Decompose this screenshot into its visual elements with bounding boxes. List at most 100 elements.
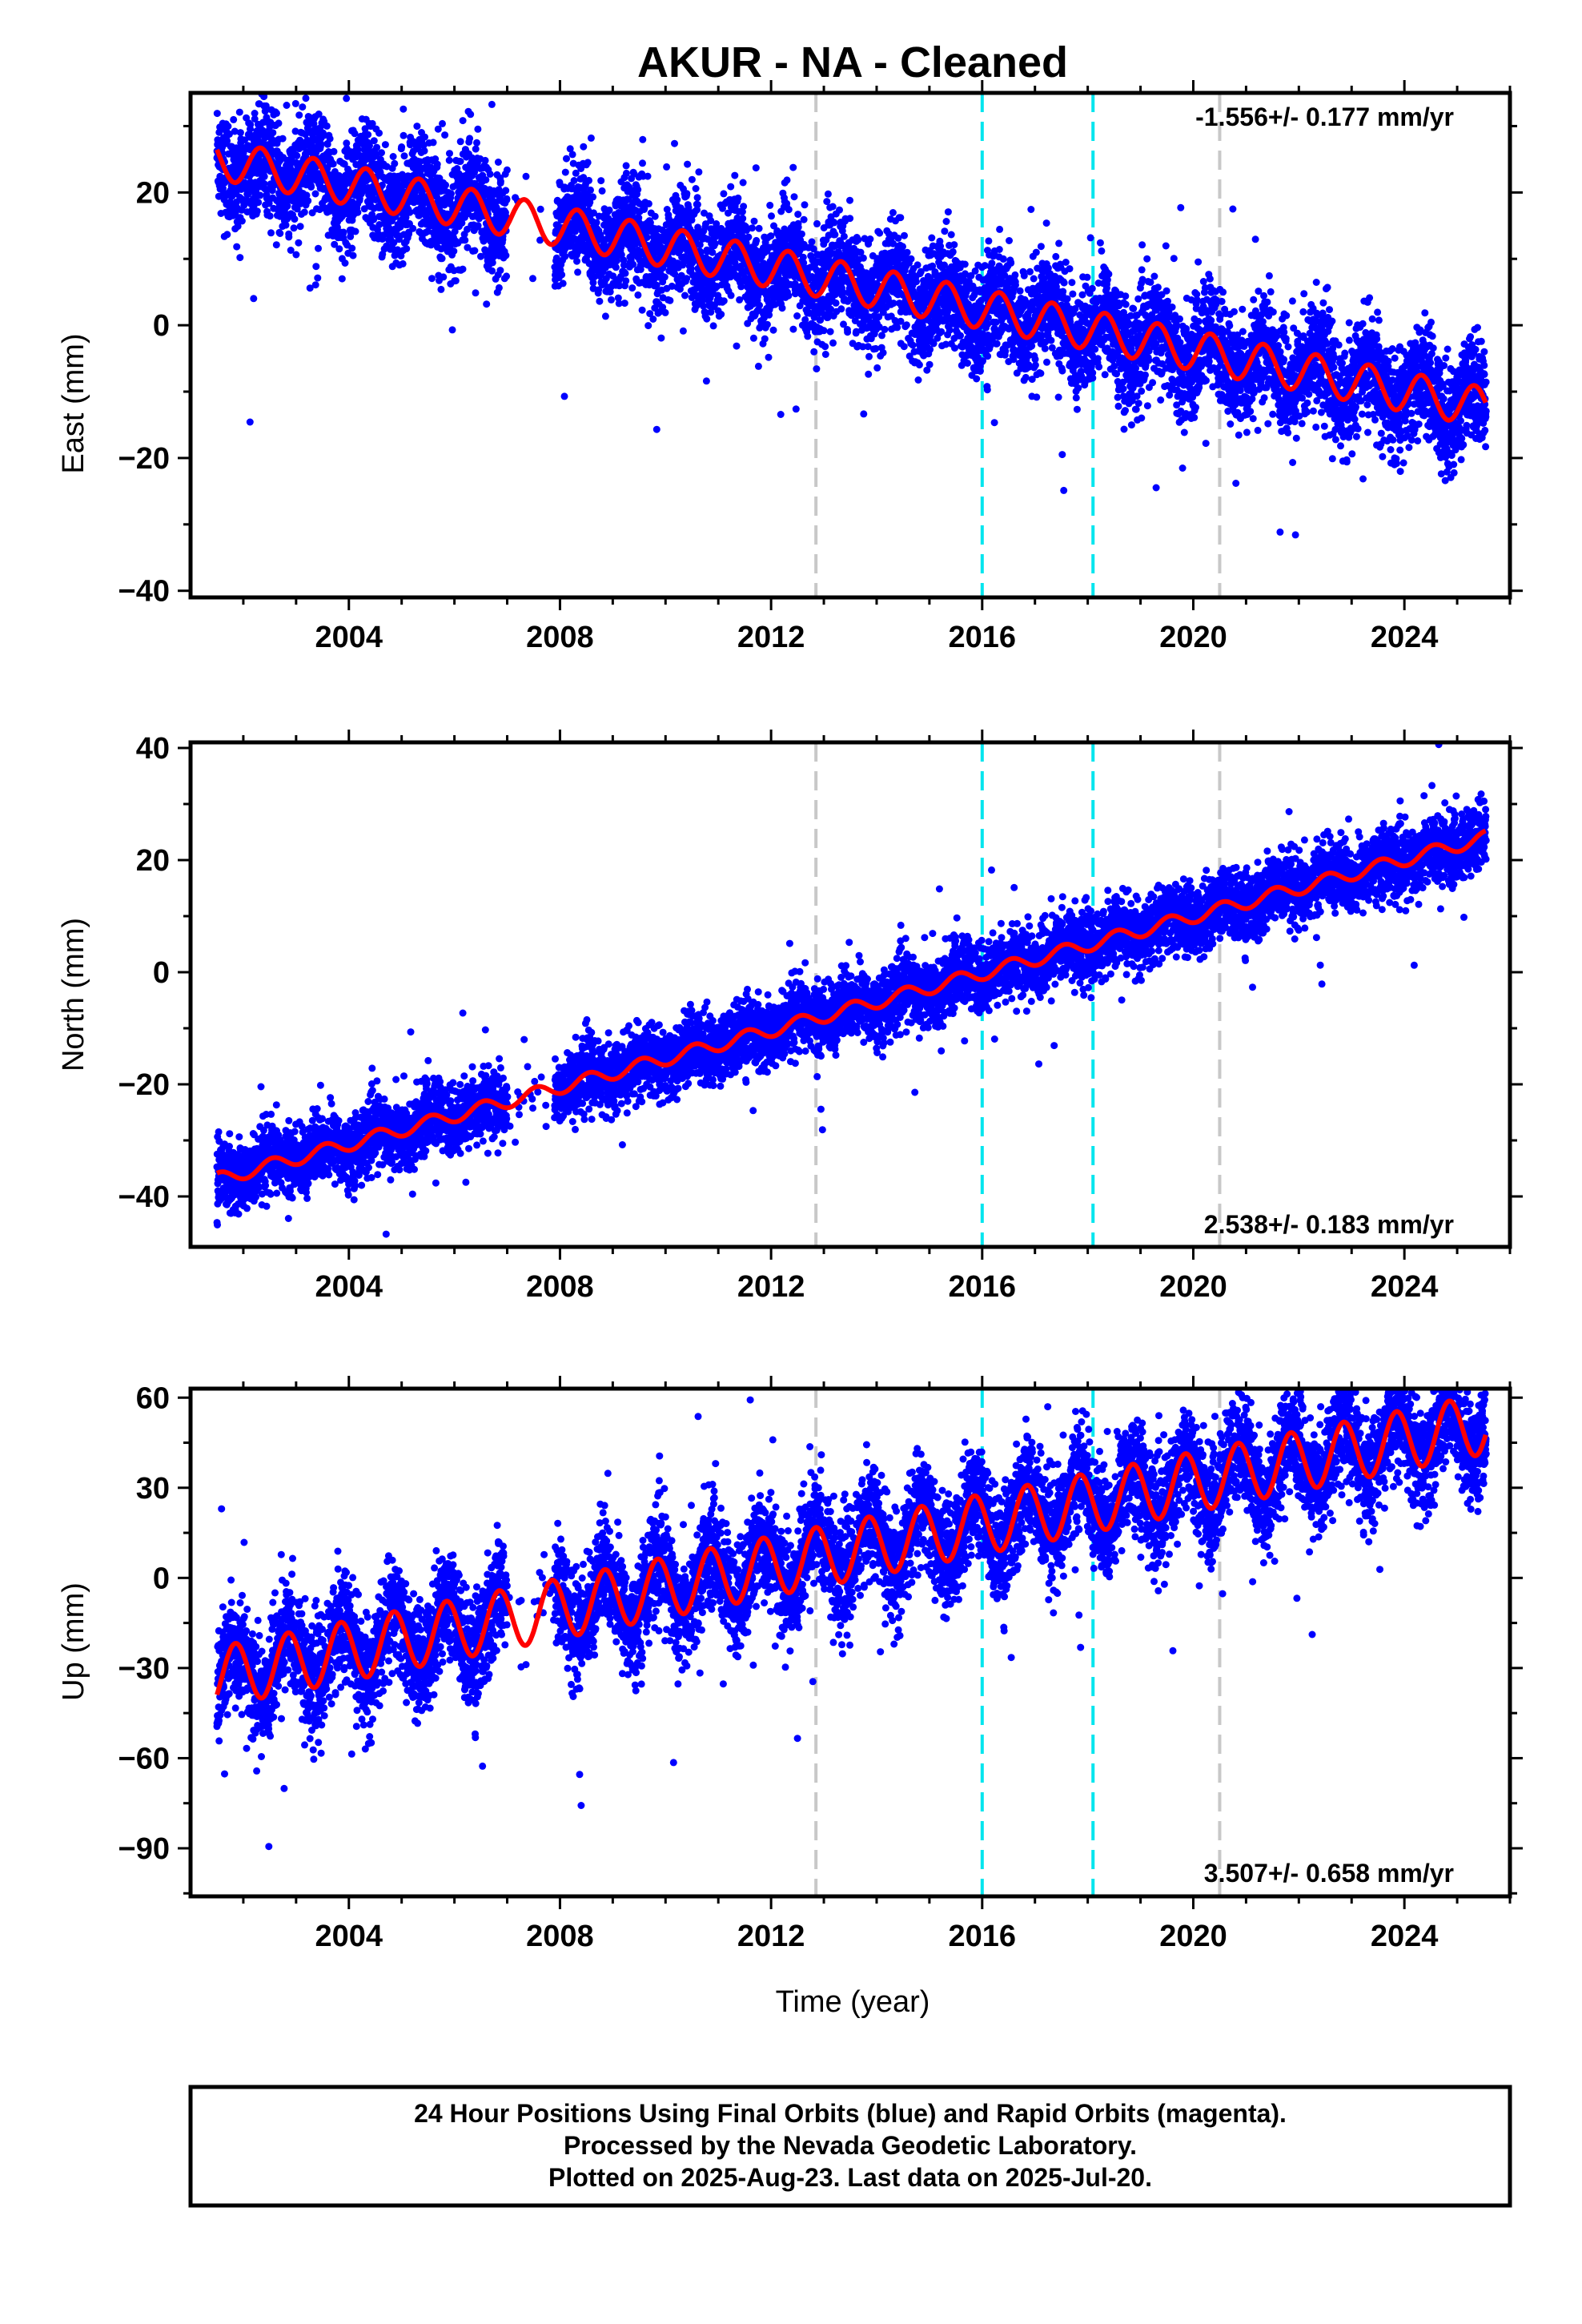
data-point	[283, 102, 291, 109]
data-point	[928, 234, 936, 242]
data-point	[495, 283, 503, 292]
data-point	[749, 224, 756, 232]
data-point	[224, 123, 232, 131]
data-point	[291, 99, 299, 107]
data-point	[424, 227, 432, 235]
data-point	[461, 236, 469, 244]
data-point	[946, 326, 954, 334]
data-point	[314, 274, 322, 282]
data-point	[702, 377, 710, 385]
data-point	[865, 352, 873, 360]
data-point	[312, 263, 320, 271]
data-point	[957, 332, 964, 340]
data-point	[262, 102, 270, 110]
data-point	[914, 376, 922, 384]
data-point	[293, 205, 301, 213]
data-point	[429, 139, 437, 147]
data-point	[311, 190, 319, 198]
data-point	[765, 353, 773, 361]
data-point	[860, 410, 868, 418]
data-point	[250, 295, 258, 303]
data-point	[238, 217, 246, 225]
data-point	[679, 327, 687, 335]
data-point	[445, 156, 453, 164]
data-point	[315, 244, 322, 252]
data-point	[766, 201, 774, 209]
data-point	[622, 277, 630, 285]
data-point	[251, 110, 259, 117]
data-point	[589, 193, 597, 201]
data-point	[596, 297, 604, 305]
data-point	[231, 127, 239, 135]
data-point	[287, 247, 295, 254]
data-point	[340, 160, 348, 168]
data-point	[733, 342, 741, 350]
data-point	[761, 335, 769, 343]
data-point	[605, 206, 613, 214]
data-point	[563, 155, 570, 163]
data-point	[639, 135, 647, 143]
data-point	[496, 267, 504, 275]
data-point	[644, 322, 652, 330]
data-point	[306, 284, 314, 292]
data-point	[903, 248, 911, 256]
data-point	[720, 190, 728, 198]
data-point	[236, 254, 244, 262]
data-point	[778, 304, 786, 312]
data-point	[703, 315, 711, 323]
data-point	[794, 223, 802, 231]
data-point	[293, 152, 301, 159]
data-point	[628, 284, 636, 292]
data-point	[792, 405, 800, 413]
data-point	[866, 235, 874, 243]
plot-area	[213, 93, 1490, 597]
data-point	[323, 140, 331, 148]
data-point	[522, 172, 530, 180]
data-point	[846, 215, 854, 223]
data-point	[283, 202, 291, 210]
data-point	[585, 176, 592, 184]
data-point	[639, 159, 646, 167]
data-point	[260, 173, 268, 180]
data-point	[973, 375, 981, 383]
data-point	[739, 215, 747, 223]
data-point	[474, 222, 482, 230]
data-point	[601, 312, 609, 320]
data-point	[474, 125, 482, 133]
data-point	[439, 119, 446, 127]
data-point	[587, 134, 595, 142]
data-point	[441, 131, 449, 139]
data-point	[560, 392, 568, 400]
data-point	[399, 259, 407, 267]
data-point	[366, 142, 373, 150]
data-point	[831, 231, 839, 239]
data-point	[661, 273, 669, 281]
data-point	[734, 194, 742, 202]
data-point	[276, 230, 284, 237]
data-point	[364, 131, 372, 139]
data-point	[466, 135, 474, 143]
data-point	[482, 176, 490, 184]
data-point	[683, 275, 691, 283]
data-point	[840, 232, 848, 240]
data-point	[899, 243, 906, 251]
data-point	[375, 129, 383, 137]
data-point	[684, 160, 692, 168]
data-point	[413, 123, 421, 131]
data-point	[472, 289, 480, 297]
data-point	[752, 164, 760, 172]
data-point	[233, 243, 241, 251]
data-point	[661, 308, 669, 316]
data-point	[634, 291, 642, 299]
data-point	[438, 255, 446, 263]
data-point	[769, 326, 777, 334]
data-point	[529, 275, 536, 283]
data-point	[471, 247, 479, 255]
data-point	[315, 111, 323, 118]
data-point	[785, 206, 793, 214]
data-point	[693, 194, 701, 202]
data-point	[483, 300, 491, 308]
data-point	[663, 163, 671, 171]
data-point	[285, 233, 293, 241]
